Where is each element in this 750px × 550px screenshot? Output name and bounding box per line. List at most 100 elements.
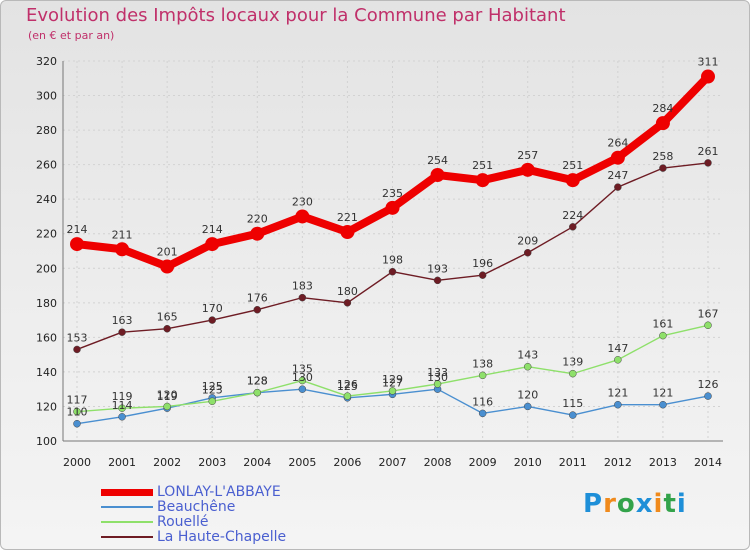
- logo-letter: P: [583, 489, 604, 519]
- data-label: 183: [292, 280, 313, 293]
- data-label: 126: [698, 378, 719, 391]
- y-tick-label: 280: [36, 124, 57, 137]
- data-label: 196: [472, 257, 493, 270]
- data-label: 126: [337, 378, 358, 391]
- data-label: 127: [382, 376, 403, 389]
- legend-swatch: [101, 506, 153, 508]
- data-point: [73, 345, 81, 354]
- data-point: [118, 328, 126, 336]
- data-label: 125: [337, 380, 358, 393]
- data-point: [655, 116, 670, 131]
- data-label: 130: [427, 371, 448, 384]
- legend-label: Beauchêne: [157, 499, 236, 515]
- series-lines: [70, 69, 715, 428]
- data-label: 165: [157, 311, 178, 324]
- data-point: [520, 162, 535, 177]
- data-label: 258: [652, 150, 673, 163]
- data-label: 121: [652, 387, 673, 400]
- data-point: [343, 392, 352, 400]
- data-point: [118, 404, 126, 412]
- data-point: [160, 259, 175, 274]
- y-tick-label: 180: [36, 297, 57, 310]
- data-point: [614, 400, 622, 409]
- data-label: 224: [562, 209, 583, 222]
- data-label: 264: [607, 137, 628, 150]
- data-label: 133: [427, 366, 448, 379]
- data-point: [298, 376, 307, 385]
- data-label: 117: [67, 394, 88, 407]
- data-label: 139: [562, 356, 583, 369]
- data-label: 128: [247, 375, 268, 388]
- data-label: 114: [112, 399, 133, 412]
- data-label: 123: [202, 383, 223, 396]
- y-tick-label: 100: [36, 435, 57, 448]
- data-label: 129: [382, 373, 403, 386]
- proxiti-logo: Proxiti: [583, 489, 687, 519]
- x-tick-label: 2013: [649, 456, 677, 469]
- data-label: 201: [157, 246, 178, 259]
- data-point: [385, 200, 400, 215]
- data-point: [208, 397, 216, 406]
- legend-label: La Haute-Chapelle: [157, 529, 287, 545]
- data-point: [253, 305, 262, 314]
- x-tick-label: 2006: [333, 456, 361, 469]
- axes: 100 120 140 160 180 200 220 240 260 280 300 320 2000…: [36, 55, 723, 469]
- data-label: 214: [202, 223, 223, 236]
- data-point: [478, 271, 487, 279]
- data-point: [478, 371, 487, 380]
- x-tick-label: 2014: [694, 456, 722, 469]
- data-point: [208, 316, 216, 324]
- data-label: 220: [247, 213, 268, 226]
- legend-swatch: [101, 489, 153, 496]
- y-tick-label: 200: [36, 262, 57, 275]
- data-point: [614, 356, 622, 364]
- data-label: 211: [112, 228, 133, 241]
- data-label: 135: [292, 363, 313, 376]
- data-label: 110: [67, 406, 88, 419]
- data-point: [569, 223, 577, 231]
- data-point: [475, 173, 490, 188]
- data-label: 119: [157, 390, 178, 403]
- data-label: 163: [112, 314, 133, 327]
- x-tick-label: 2001: [108, 456, 136, 469]
- data-point: [659, 331, 667, 340]
- data-label: 284: [652, 102, 673, 115]
- data-label: 176: [247, 292, 268, 305]
- data-label: 193: [427, 262, 448, 275]
- data-point: [343, 299, 352, 307]
- data-point: [70, 237, 84, 252]
- x-tick-label: 2002: [153, 456, 181, 469]
- data-label: 180: [337, 285, 358, 298]
- data-point: [388, 387, 397, 395]
- data-point: [610, 150, 625, 165]
- x-tick-label: 2012: [604, 456, 632, 469]
- data-label: 214: [67, 223, 88, 236]
- data-point: [250, 226, 265, 241]
- data-label: 138: [472, 357, 493, 370]
- data-point: [340, 225, 355, 239]
- data-label: 221: [337, 211, 358, 224]
- data-label: 120: [517, 388, 538, 401]
- x-tick-label: 2009: [469, 456, 497, 469]
- data-point: [118, 413, 126, 421]
- line-chart: 100 120 140 160 180 200 220 240 260 280 300 320 2000…: [36, 55, 723, 469]
- y-tick-label: 240: [36, 193, 57, 206]
- data-point: [523, 402, 532, 411]
- data-label: 116: [472, 395, 493, 408]
- data-point: [295, 209, 310, 224]
- data-label: 125: [202, 380, 223, 393]
- x-tick-label: 2000: [63, 456, 91, 469]
- data-point: [704, 321, 712, 330]
- legend-swatch: [101, 521, 153, 523]
- y-tick-label: 120: [36, 400, 57, 413]
- data-point: [205, 237, 220, 252]
- data-point: [614, 183, 622, 191]
- data-point: [163, 324, 171, 333]
- data-point: [115, 242, 130, 257]
- y-tick-label: 220: [36, 228, 57, 241]
- x-tick-label: 2007: [379, 456, 407, 469]
- data-point: [298, 293, 307, 302]
- data-label: 257: [517, 149, 538, 162]
- data-point: [701, 69, 715, 84]
